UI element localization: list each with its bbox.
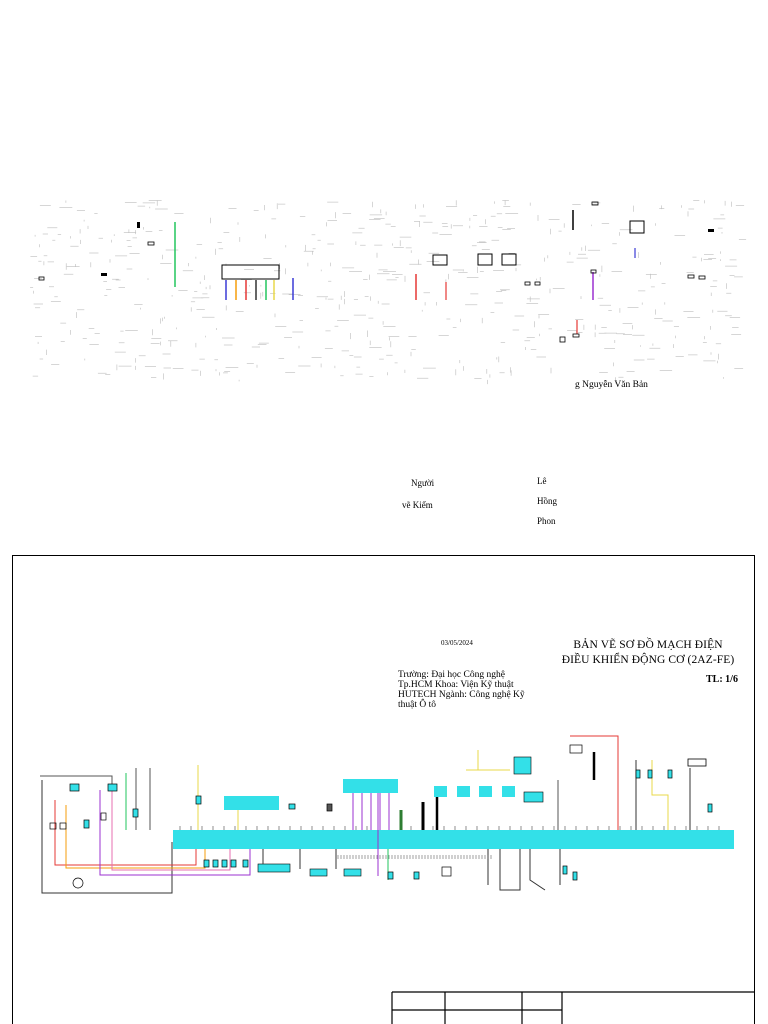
wire-block2-drops [352,793,390,830]
sensor-left-7 [326,803,333,812]
wire-right-yellow-2 [651,760,669,830]
school-info: Trường: Đại học Công nghệ Tp.HCM Khoa: V… [398,670,525,710]
sensor-left-1 [69,783,80,792]
sensor-left-4 [132,808,139,818]
wire-right-red [570,735,619,830]
upper-connector-block [221,264,280,280]
upper-fuse-12 [572,333,580,338]
wire-left-purple [99,790,251,876]
wire-bottom-black-3 [529,849,546,891]
bottom-sensor-9 [562,865,568,875]
sensor-left-10 [100,812,107,821]
bottom-connector-pins [337,855,492,859]
upper-fuse-13 [590,269,597,274]
component-block-3 [434,786,447,797]
right-sensor-1 [635,769,641,779]
upper-fuse-8 [698,275,706,280]
wire-bottom-black-2 [499,849,521,891]
checker-label-line2: vẽ Kiểm [402,500,433,510]
wire-left-black-loop [41,780,173,894]
component-block-1 [224,796,279,810]
checker-label-line1: Người [411,478,435,488]
bottom-sensor-8 [441,866,452,877]
component-block-6 [502,786,515,797]
upper-fuse-2 [137,222,140,228]
bottom-sensor-4 [230,859,237,868]
right-sensor-4 [707,803,713,813]
drawing-title: BẢN VẼ SƠ ĐỒ MẠCH ĐIỆN ĐIỀU KHIỂN ĐỘNG C… [548,638,748,668]
bottom-sensor-2 [212,859,219,868]
ground-symbol-left [72,877,84,889]
upper-fuse-10 [534,281,541,286]
upper-fuse-4 [101,273,107,276]
component-block-2 [343,779,398,793]
checker-name-line2: Hồng [537,496,557,506]
wire-left-pink [111,790,231,871]
component-relay [513,756,532,775]
drawer-name: g Nguyễn Văn Bản [575,380,648,390]
upper-fuse-6 [708,229,714,232]
title-block-grid [391,991,755,1024]
drawing-date: 03/05/2024 [441,639,473,647]
bottom-sensor-7 [413,871,420,880]
upper-fuse-1 [38,276,45,281]
sensor-left-3 [83,819,90,829]
bottom-sensor-6 [387,871,394,880]
bottom-sensor-3 [221,859,228,868]
drawing-scale: TL: 1/6 [706,674,738,685]
bottom-sensor-1 [203,859,210,868]
sensor-left-5 [195,795,202,805]
upper-relay [629,220,645,234]
upper-connector-a [432,254,448,266]
checker-name-line3: Phon [537,516,556,526]
sensor-left-6 [288,803,296,810]
checker-name-line1: Lê [537,476,547,486]
sensor-left-2 [107,783,118,792]
relay-small [569,744,583,754]
upper-fuse-7 [687,274,695,279]
upper-schematic [30,200,747,385]
component-bottom-2 [309,868,328,877]
bottom-sensor-10 [572,871,578,881]
upper-fuse-9 [524,281,531,286]
left-components [49,744,713,889]
bottom-sensor-5 [242,859,249,868]
wire-left-orange [65,805,206,869]
drawing-frame [12,555,755,1024]
component-block-7 [523,791,544,803]
upper-fuse-5 [591,201,599,206]
sensor-left-8 [49,822,57,830]
upper-fuse-11 [559,336,566,343]
upper-connector-b [477,253,493,266]
right-sensor-2 [647,769,653,779]
ecu-pin-row [179,826,720,830]
wire-right-yellow [466,750,510,771]
right-sensor-3 [667,769,673,779]
component-block-5 [479,786,492,797]
sensor-left-9 [59,822,67,830]
ecu-bus [173,830,734,849]
component-box-right [687,758,707,767]
component-bottom-3 [343,868,362,877]
upper-fuse-3 [147,241,155,246]
upper-schematic-texture [30,200,747,385]
component-block-4 [457,786,470,797]
wire-to-bottom-blocks [262,849,337,869]
upper-connector-c [501,253,517,266]
component-bottom-1 [257,863,291,873]
wire-left-red [54,800,197,866]
drawing-title-line1: BẢN VẼ SƠ ĐỒ MẠCH ĐIỆN [573,639,723,651]
drawing-title-line2: ĐIỀU KHIỂN ĐỘNG CƠ (2AZ-FE) [561,654,735,666]
